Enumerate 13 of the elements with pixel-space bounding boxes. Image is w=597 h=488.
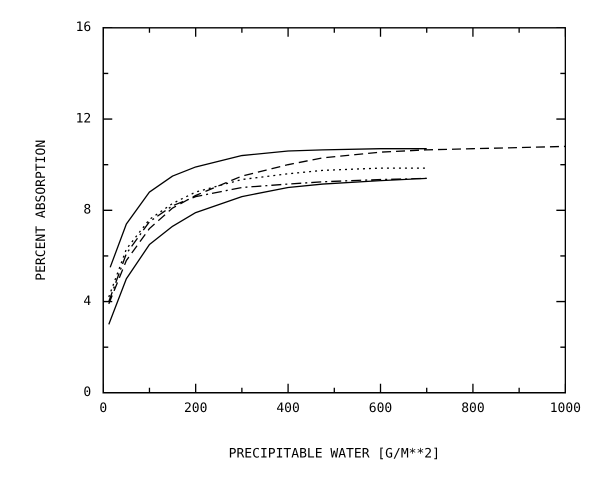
y-axis-title: PERCENT ABSORPTION (34, 140, 50, 281)
x-axis-title: PRECIPITABLE WATER [G/M**2] (228, 446, 440, 462)
y-tick-label: 8 (83, 202, 92, 218)
x-tick-label: 600 (368, 400, 392, 416)
y-tick-label: 4 (83, 294, 92, 309)
y-tick-label: 0 (83, 385, 92, 400)
x-tick-label: 800 (461, 400, 485, 416)
x-tick-label: 200 (184, 400, 208, 416)
y-tick-label: 16 (76, 20, 92, 36)
x-tick-label: 0 (99, 400, 108, 416)
y-tick-label: 12 (76, 111, 92, 126)
x-tick-label: 400 (276, 400, 300, 416)
x-tick-label: 1000 (550, 400, 582, 416)
